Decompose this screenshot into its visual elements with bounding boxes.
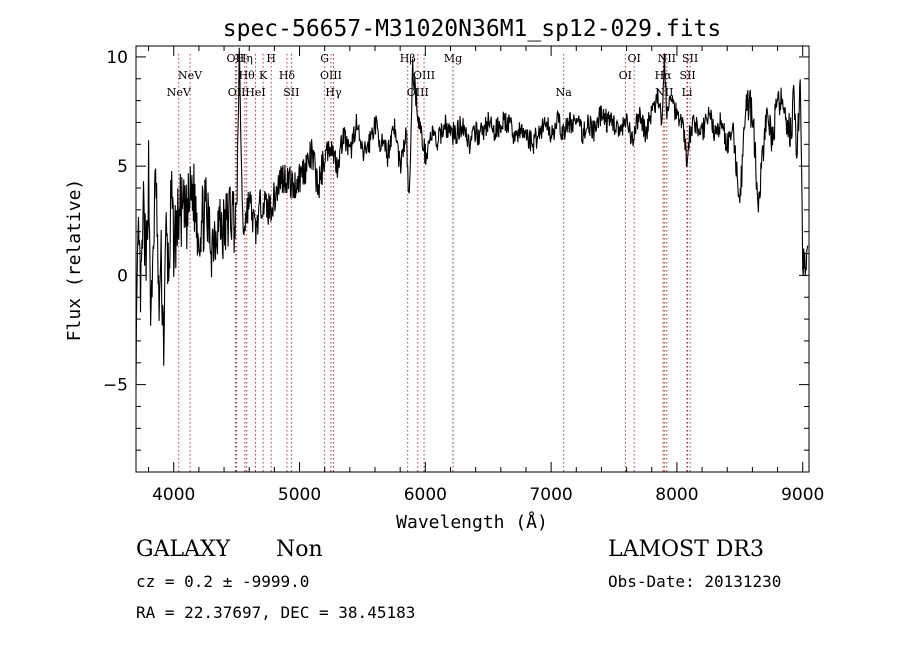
line-marker-label: SII	[283, 86, 299, 99]
line-marker-label: Hβ	[400, 52, 416, 65]
line-marker-label: Mg	[444, 52, 462, 65]
plot-frame	[135, 45, 810, 473]
line-marker-label: SII	[679, 69, 695, 82]
y-tick-label: 0	[117, 266, 128, 286]
line-marker-label: Li	[682, 86, 693, 99]
chart-title: spec-56657-M31020N36M1_sp12-029.fits	[223, 16, 722, 42]
observation-date: Obs-Date: 20131230	[608, 572, 782, 591]
line-marker-label: OI	[627, 52, 640, 65]
object-class: GALAXY	[136, 537, 231, 562]
line-marker-label: NII	[655, 86, 673, 99]
line-marker-label: Hη	[237, 52, 253, 65]
x-tick-label: 7000	[529, 485, 572, 505]
x-axis-label: Wavelength (Å)	[396, 511, 548, 533]
redshift-cz: cz = 0.2 ± -9999.0	[136, 572, 310, 591]
x-tick-label: 5000	[278, 485, 321, 505]
line-marker-label: HeI	[245, 86, 265, 99]
survey-name: LAMOST DR3	[608, 537, 764, 562]
line-marker-label: OIII	[407, 86, 429, 99]
line-marker-label: Hθ	[239, 69, 256, 82]
line-marker-label: NeV	[178, 69, 203, 82]
line-marker-label: Na	[556, 86, 573, 99]
line-marker-label: K	[259, 69, 268, 82]
line-marker-label: OII	[227, 52, 245, 65]
flux-series-line	[135, 47, 809, 390]
line-marker-label: Hδ	[279, 69, 296, 82]
line-marker-label: Hα	[655, 69, 673, 82]
line-marker-label: OI	[619, 69, 632, 82]
line-marker-label: OIII	[413, 69, 435, 82]
coordinates: RA = 22.37697, DEC = 38.45183	[136, 603, 416, 622]
line-marker-label: NeV	[167, 86, 192, 99]
object-subclass: Non	[276, 537, 323, 562]
line-marker-label: SII	[682, 52, 698, 65]
line-marker-label: NII	[658, 52, 676, 65]
line-marker-label: G	[320, 52, 329, 65]
y-tick-label: −5	[103, 376, 128, 396]
line-marker-label: OII	[228, 86, 246, 99]
x-tick-label: 9000	[781, 485, 824, 505]
x-tick-label: 6000	[404, 485, 447, 505]
y-tick-label: 5	[117, 157, 128, 177]
line-marker-label: OIII	[320, 69, 342, 82]
y-axis-label: Flux (relative)	[64, 179, 85, 342]
x-tick-label: 8000	[655, 485, 698, 505]
y-tick-label: 10	[106, 48, 128, 68]
x-tick-label: 4000	[152, 485, 195, 505]
line-marker-label: Hγ	[325, 86, 342, 99]
line-marker-label: H	[266, 52, 276, 65]
